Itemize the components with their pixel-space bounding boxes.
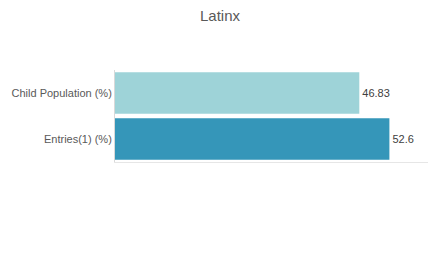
svg-text:Child Population (%): Child Population (%)	[12, 87, 112, 99]
svg-text:46.83: 46.83	[362, 87, 390, 99]
svg-text:52.6: 52.6	[392, 133, 413, 145]
svg-text:Entries(1) (%): Entries(1) (%)	[44, 133, 112, 145]
svg-text:Latinx: Latinx	[200, 7, 241, 24]
